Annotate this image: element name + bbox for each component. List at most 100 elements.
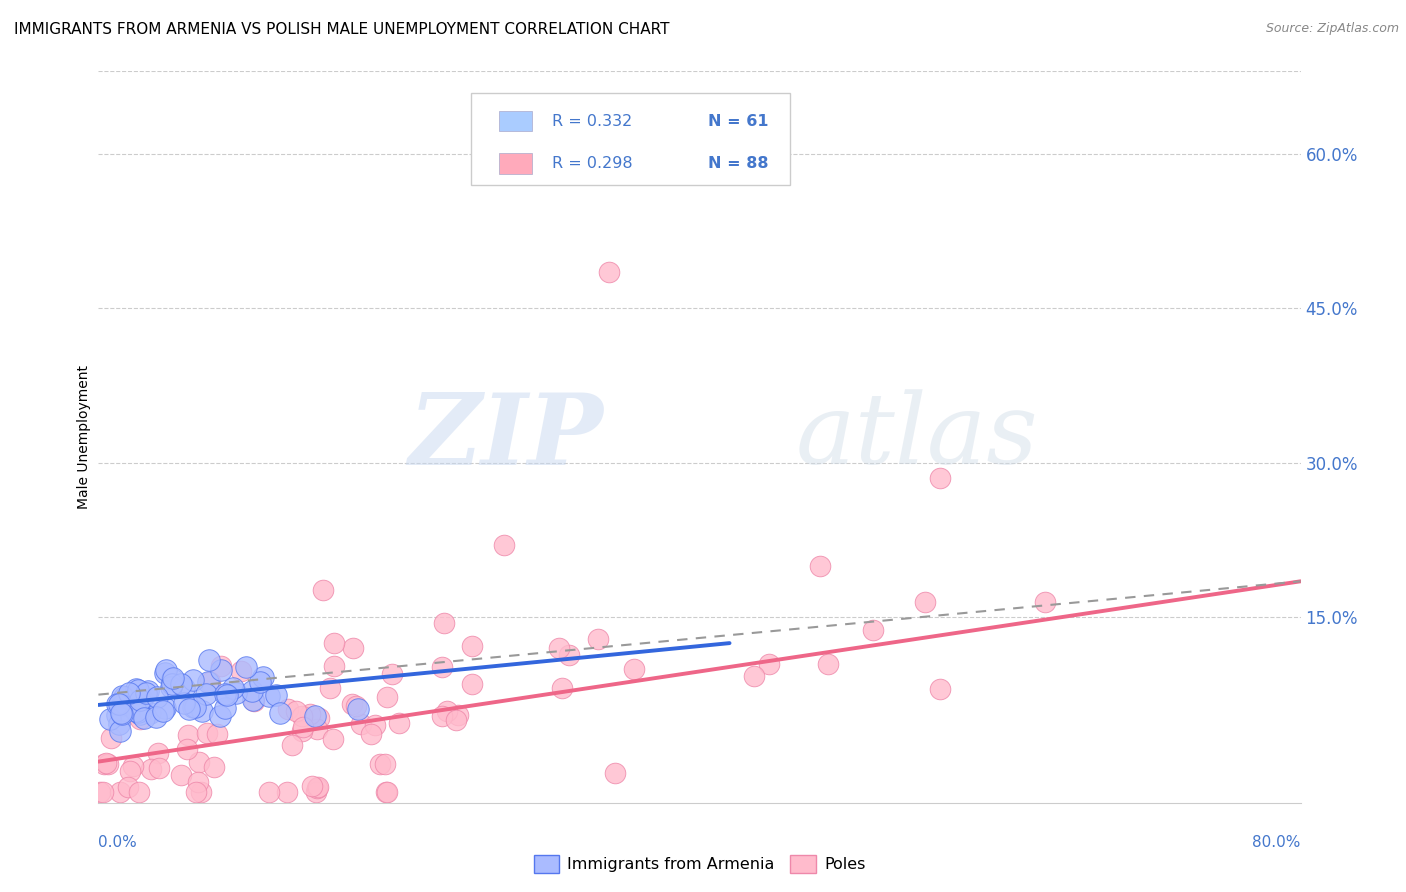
Point — [215, 688, 238, 702]
Point — [862, 624, 884, 638]
Point — [146, 690, 169, 705]
Point — [808, 558, 831, 573]
Point — [209, 663, 232, 677]
Point — [305, 785, 328, 799]
Point — [307, 722, 329, 736]
Point — [169, 767, 191, 781]
Point — [242, 694, 264, 708]
Point — [240, 683, 263, 698]
Text: Source: ZipAtlas.com: Source: ZipAtlas.com — [1265, 22, 1399, 36]
Point — [169, 676, 191, 690]
Point — [214, 701, 236, 715]
Point — [184, 699, 207, 714]
Point — [322, 658, 344, 673]
Text: N = 61: N = 61 — [707, 113, 769, 128]
Point — [494, 538, 516, 552]
Point — [229, 664, 252, 678]
Point — [186, 785, 208, 799]
Point — [108, 785, 131, 799]
Point — [128, 707, 150, 722]
Point — [350, 716, 373, 731]
Point — [342, 640, 364, 655]
Point — [461, 639, 484, 653]
Point — [319, 681, 342, 696]
Point — [93, 756, 115, 771]
Point — [375, 785, 398, 799]
Point — [127, 705, 149, 719]
Point — [127, 683, 149, 698]
Point — [145, 710, 167, 724]
Point — [430, 709, 453, 723]
Point — [436, 704, 458, 718]
Point — [195, 725, 218, 739]
Point — [205, 726, 228, 740]
Point — [447, 708, 470, 723]
Point — [135, 686, 157, 700]
Point — [605, 766, 627, 780]
Point — [312, 583, 335, 598]
Point — [364, 717, 387, 731]
Point — [322, 731, 344, 746]
Point — [111, 707, 134, 722]
Point — [190, 704, 212, 718]
Legend: Immigrants from Armenia, Poles: Immigrants from Armenia, Poles — [527, 849, 872, 879]
Point — [173, 697, 195, 711]
Point — [89, 785, 111, 799]
Point — [98, 712, 121, 726]
Point — [209, 659, 232, 673]
Point — [160, 677, 183, 691]
Point — [155, 663, 177, 677]
Point — [598, 265, 620, 279]
Point — [347, 702, 370, 716]
Point — [548, 640, 571, 655]
Point — [208, 708, 231, 723]
Point — [748, 162, 770, 177]
Point — [276, 785, 298, 799]
Point — [128, 712, 150, 726]
Point — [118, 686, 141, 700]
Text: atlas: atlas — [796, 390, 1039, 484]
Point — [1033, 595, 1056, 609]
Point — [128, 693, 150, 707]
Point — [93, 785, 115, 799]
Point — [235, 659, 257, 673]
Point — [148, 746, 170, 760]
Point — [375, 785, 398, 799]
Point — [817, 657, 839, 672]
Point — [108, 698, 131, 712]
Point — [308, 710, 330, 724]
Point — [197, 675, 219, 690]
Point — [187, 775, 209, 789]
Point — [108, 723, 131, 738]
Point — [374, 756, 396, 771]
Point — [914, 595, 936, 609]
Point — [162, 671, 184, 685]
Point — [136, 684, 159, 698]
Point — [214, 687, 236, 701]
Point — [107, 707, 129, 722]
Point — [281, 738, 304, 752]
Point — [97, 756, 120, 771]
Point — [360, 727, 382, 741]
Point — [758, 657, 780, 671]
Point — [134, 711, 156, 725]
Point — [285, 704, 308, 718]
Point — [222, 681, 245, 695]
Point — [110, 689, 132, 703]
Point — [141, 762, 163, 776]
Point — [148, 761, 170, 775]
Point — [623, 661, 645, 675]
Point — [202, 760, 225, 774]
Point — [125, 704, 148, 718]
Text: IMMIGRANTS FROM ARMENIA VS POLISH MALE UNEMPLOYMENT CORRELATION CHART: IMMIGRANTS FROM ARMENIA VS POLISH MALE U… — [14, 22, 669, 37]
Point — [551, 681, 574, 696]
Point — [432, 615, 454, 630]
Point — [176, 728, 198, 742]
Point — [304, 709, 326, 723]
FancyBboxPatch shape — [471, 94, 790, 185]
Point — [176, 741, 198, 756]
Text: 80.0%: 80.0% — [1253, 836, 1301, 850]
Point — [139, 706, 162, 720]
Point — [929, 471, 952, 485]
Y-axis label: Male Unemployment: Male Unemployment — [77, 365, 91, 509]
